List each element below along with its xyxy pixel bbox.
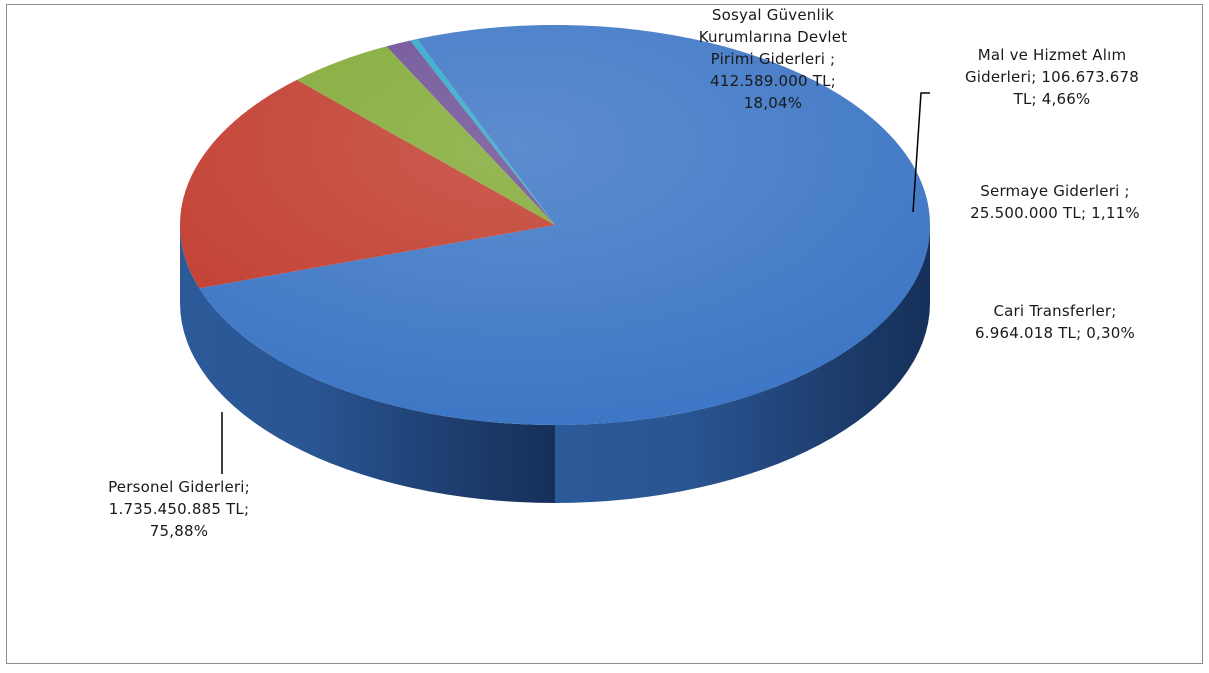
label-line: Personel Giderleri; xyxy=(108,478,250,496)
label-line: 6.964.018 TL; 0,30% xyxy=(975,324,1135,342)
label-line: 18,04% xyxy=(743,94,803,112)
label-line: Cari Transferler; xyxy=(993,302,1117,320)
label-line: 412.589.000 TL; xyxy=(710,72,836,90)
slice-label-cari-transferler: Cari Transferler; 6.964.018 TL; 0,30% xyxy=(935,300,1175,344)
slice-label-mal-hizmet: Mal ve Hizmet Alım Giderleri; 106.673.67… xyxy=(926,44,1178,110)
label-line: Mal ve Hizmet Alım xyxy=(977,46,1127,64)
label-line: Giderleri; 106.673.678 xyxy=(964,68,1140,86)
pie-top-sheen xyxy=(180,25,930,425)
label-line: Sosyal Güvenlik xyxy=(711,6,835,24)
leader-line xyxy=(912,92,930,213)
label-line: Kurumlarına Devlet xyxy=(698,28,848,46)
slice-label-personel: Personel Giderleri; 1.735.450.885 TL; 75… xyxy=(74,476,284,542)
label-line: Pirimi Giderleri ; xyxy=(710,50,836,68)
slice-label-sosyal-guvenlik: Sosyal Güvenlik Kurumlarına Devlet Pirim… xyxy=(655,4,891,114)
pie-side-wall-left xyxy=(180,225,555,503)
pie-side-wall-right xyxy=(555,225,930,503)
label-line: Sermaye Giderleri ; xyxy=(980,182,1130,200)
slice-label-sermaye: Sermaye Giderleri ; 25.500.000 TL; 1,11% xyxy=(935,180,1175,224)
label-line: TL; 4,66% xyxy=(1013,90,1091,108)
label-line: 1.735.450.885 TL; xyxy=(108,500,250,518)
label-line: 75,88% xyxy=(149,522,209,540)
label-line: 25.500.000 TL; 1,11% xyxy=(970,204,1140,222)
